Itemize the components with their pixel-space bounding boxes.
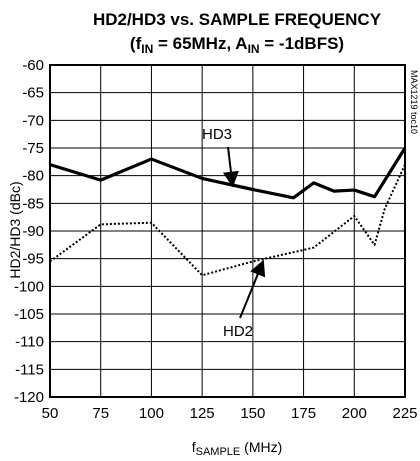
y-tick-label: -70: [22, 112, 44, 129]
x-tick-label: 100: [139, 405, 164, 422]
x-axis-label-sub: SAMPLE: [196, 446, 241, 458]
plot-frame: [49, 64, 406, 398]
series-line-hd2: [49, 164, 406, 277]
series-line-hd3: [49, 147, 407, 200]
y-tick-label: -80: [22, 168, 44, 185]
y-tick-labels: -60 -65 -70 -75 -80 -85 -90 -95 -100 -105 -110 -115…: [14, 57, 44, 406]
subtitle-f-value: = 65MHz, A: [153, 34, 247, 53]
series-layer: [49, 147, 407, 277]
y-tick-label: -100: [14, 278, 44, 295]
x-axis-label-unit: (MHz): [240, 439, 282, 455]
figure-code: MAX1219 toc10: [409, 70, 419, 134]
hd2-leader-arrow: [239, 259, 266, 319]
x-tick-label: 50: [42, 405, 59, 422]
x-tick-label: 150: [240, 405, 265, 422]
subtitle-a-sub: IN: [248, 42, 260, 56]
y-axis-label: HD2/HD3 (dBc): [7, 181, 23, 278]
x-tick-label: 75: [92, 405, 109, 422]
series-label-hd3: HD3: [202, 126, 232, 143]
chart-title: HD2/HD3 vs. SAMPLE FREQUENCY: [93, 10, 382, 29]
x-tick-label: 200: [342, 405, 367, 422]
y-tick-label: -95: [22, 251, 44, 268]
y-tick-label: -105: [14, 306, 44, 323]
y-tick-label: -110: [15, 334, 44, 351]
subtitle-open-paren: (: [130, 34, 136, 53]
subtitle-a-value: = -1dBFS): [260, 34, 345, 53]
y-tick-label: -85: [22, 195, 44, 212]
chart-subtitle: (fIN = 65MHz, AIN = -1dBFS): [130, 34, 344, 56]
grid: [49, 64, 406, 398]
series-label-hd2: HD2: [223, 323, 253, 340]
y-tick-label: -120: [14, 389, 44, 406]
subtitle-f: f: [136, 34, 142, 53]
x-tick-label: 125: [190, 405, 215, 422]
y-tick-label: -60: [22, 57, 44, 74]
x-tick-labels: 50 75 100 125 150 175 200 225: [42, 405, 418, 422]
x-tick-label: 175: [291, 405, 316, 422]
series-annotations: HD3 HD2: [202, 126, 266, 340]
y-tick-label: -75: [22, 140, 44, 157]
hd3-leader-arrow: [222, 146, 239, 188]
y-tick-label: -90: [22, 223, 44, 240]
y-tick-label: -65: [22, 85, 44, 102]
subtitle-f-sub: IN: [141, 42, 153, 56]
x-axis-label: fSAMPLE (MHz): [192, 439, 283, 458]
x-tick-label: 225: [392, 405, 417, 422]
x-axis-label-f: f: [192, 439, 196, 455]
y-tick-label: -115: [15, 361, 44, 378]
